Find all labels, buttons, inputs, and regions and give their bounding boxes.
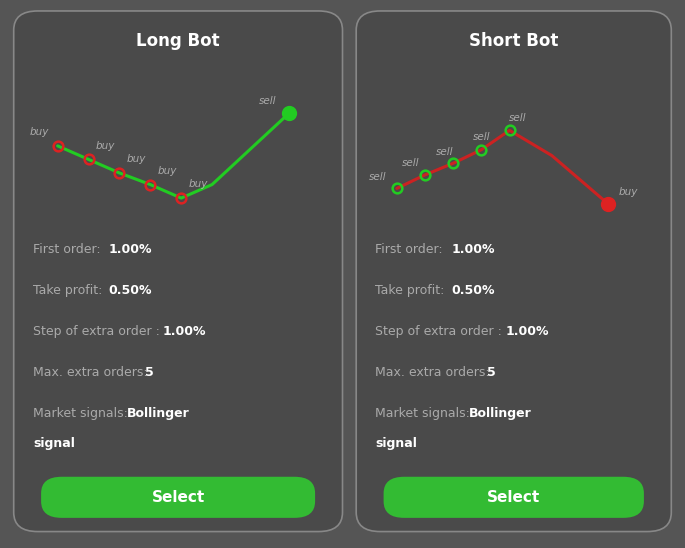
Text: 0.50%: 0.50% [451, 284, 495, 297]
Text: Select: Select [151, 490, 205, 505]
Text: buy: buy [96, 141, 115, 151]
Text: buy: buy [188, 179, 208, 190]
Text: buy: buy [618, 187, 638, 197]
Text: sell: sell [369, 172, 386, 181]
Text: sell: sell [473, 132, 490, 142]
FancyBboxPatch shape [14, 11, 342, 532]
Text: sell: sell [259, 96, 277, 106]
Text: Take profit:: Take profit: [375, 284, 445, 297]
Text: 1.00%: 1.00% [451, 243, 495, 256]
Text: Short Bot: Short Bot [469, 32, 558, 50]
Text: signal: signal [33, 437, 75, 450]
Text: sell: sell [402, 158, 420, 168]
Text: signal: signal [375, 437, 417, 450]
FancyBboxPatch shape [384, 477, 644, 518]
Text: Bollinger: Bollinger [127, 407, 190, 420]
Text: 5: 5 [145, 366, 153, 379]
Text: Max. extra orders:: Max. extra orders: [375, 366, 490, 379]
Text: buy: buy [127, 154, 146, 164]
Text: Step of extra order :: Step of extra order : [33, 325, 160, 338]
Text: buy: buy [29, 127, 49, 137]
Text: First order:: First order: [33, 243, 101, 256]
Text: 1.00%: 1.00% [506, 325, 549, 338]
Text: 5: 5 [487, 366, 496, 379]
Text: 1.00%: 1.00% [109, 243, 152, 256]
FancyBboxPatch shape [41, 477, 315, 518]
Text: Market signals:: Market signals: [375, 407, 471, 420]
Text: sell: sell [436, 146, 453, 157]
Text: 1.00%: 1.00% [163, 325, 206, 338]
Text: sell: sell [509, 113, 527, 123]
Text: Long Bot: Long Bot [136, 32, 220, 50]
FancyBboxPatch shape [356, 11, 671, 532]
Text: First order:: First order: [375, 243, 443, 256]
Text: 0.50%: 0.50% [109, 284, 152, 297]
Text: Step of extra order :: Step of extra order : [375, 325, 502, 338]
Text: Bollinger: Bollinger [469, 407, 532, 420]
Text: buy: buy [158, 166, 177, 176]
Text: Take profit:: Take profit: [33, 284, 102, 297]
Text: Max. extra orders:: Max. extra orders: [33, 366, 147, 379]
Text: Select: Select [487, 490, 540, 505]
Text: Market signals:: Market signals: [33, 407, 128, 420]
